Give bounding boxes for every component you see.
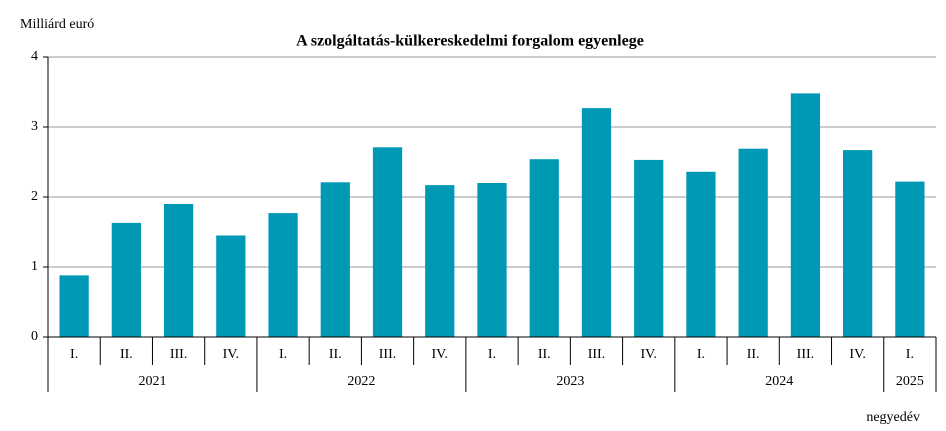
bar xyxy=(790,93,821,338)
x-tick-label: I. xyxy=(697,347,705,362)
bar xyxy=(268,213,298,337)
x-tick-label: IV. xyxy=(223,347,239,362)
x-tick-label: III. xyxy=(379,347,397,362)
x-tick-label: IV. xyxy=(432,347,448,362)
y-tick-label: 2 xyxy=(31,189,38,204)
x-tick-label: I. xyxy=(488,347,496,362)
x-axis-label: negyedév xyxy=(866,410,920,425)
x-tick-label: III. xyxy=(797,347,815,362)
x-tick-label: III. xyxy=(588,347,606,362)
bar xyxy=(320,182,350,337)
bar xyxy=(843,150,873,337)
bar xyxy=(372,147,403,337)
bar xyxy=(686,171,716,337)
bar xyxy=(581,108,612,337)
bar xyxy=(111,222,141,337)
y-tick-label: 0 xyxy=(31,329,38,344)
bar xyxy=(529,159,559,337)
x-tick-label: II. xyxy=(329,347,342,362)
bar xyxy=(738,148,768,337)
bar xyxy=(425,185,455,337)
bar xyxy=(59,275,89,337)
y-axis-label: Milliárd euró xyxy=(20,17,94,32)
y-tick-label: 4 xyxy=(31,49,38,64)
chart-title: A szolgáltatás-külkereskedelmi forgalom … xyxy=(296,33,644,50)
group-label: 2024 xyxy=(765,374,793,389)
group-label: 2021 xyxy=(138,374,166,389)
group-label: 2025 xyxy=(896,374,924,389)
y-tick-label: 1 xyxy=(31,259,38,274)
bar xyxy=(477,183,507,337)
group-label: 2022 xyxy=(347,374,375,389)
bar xyxy=(163,204,194,337)
x-tick-label: IV. xyxy=(849,347,865,362)
x-tick-label: I. xyxy=(70,347,78,362)
bar xyxy=(634,159,664,337)
x-tick-label: I. xyxy=(906,347,914,362)
group-label: 2023 xyxy=(556,374,584,389)
x-tick-label: II. xyxy=(538,347,551,362)
x-tick-label: III. xyxy=(170,347,188,362)
y-tick-label: 3 xyxy=(31,119,38,134)
x-tick-label: II. xyxy=(120,347,133,362)
x-tick-label: II. xyxy=(747,347,760,362)
bar xyxy=(895,181,925,337)
x-tick-label: I. xyxy=(279,347,287,362)
bar xyxy=(216,235,246,337)
x-tick-label: IV. xyxy=(640,347,656,362)
